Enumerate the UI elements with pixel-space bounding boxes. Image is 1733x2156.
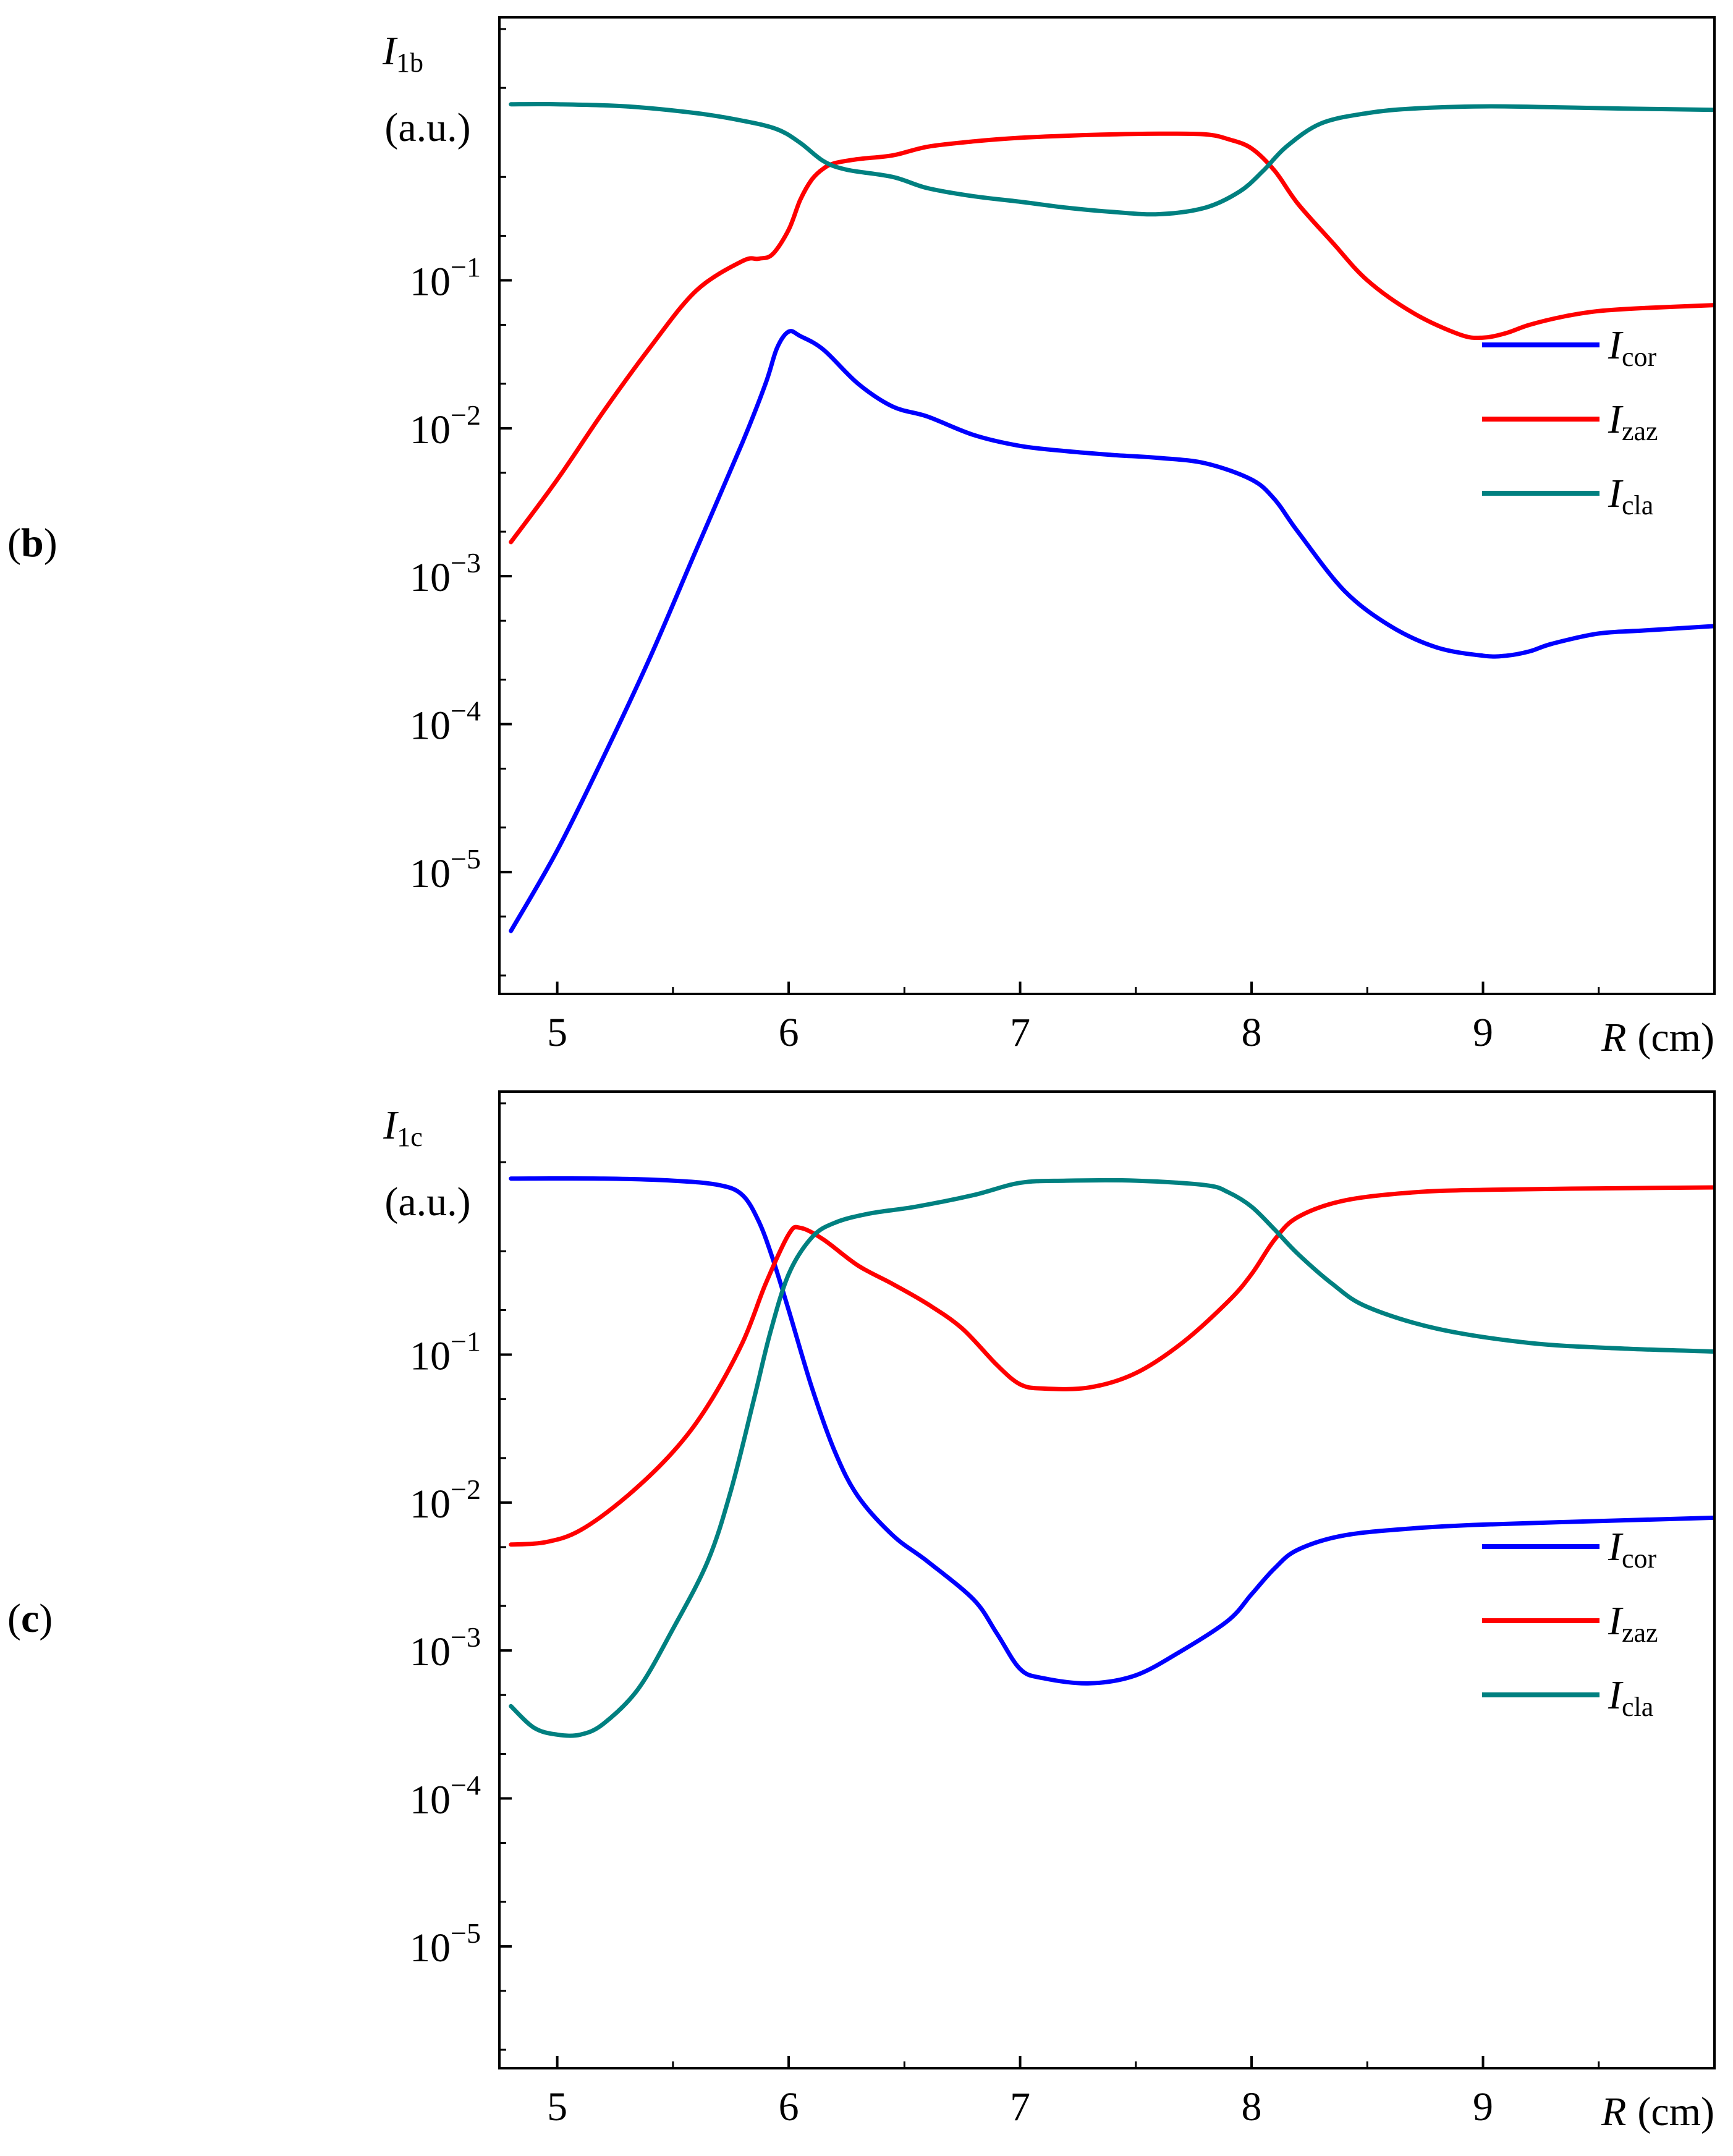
- x-ticks-c: 5 6 7 8 9: [547, 2056, 1716, 2129]
- y-axis-title-b: I1b: [382, 28, 423, 78]
- x-tick-label: 5: [547, 1010, 567, 1055]
- panel-label-c: (c): [7, 1596, 53, 1641]
- panel-label-b: (b): [7, 520, 57, 566]
- x-tick-label: 5: [547, 2084, 567, 2129]
- legend-entry-cla: Icla: [1482, 1673, 1653, 1722]
- series-line-cor: [509, 329, 1714, 933]
- x-tick-label: 6: [779, 1010, 799, 1055]
- legend-entry-cla: Icla: [1482, 471, 1653, 520]
- panel-c: (c) 10−1 10−2 10−3 10−4 10−5 5 6 7 8 9 I1c (a.u.…: [7, 1090, 1716, 2134]
- legend-entry-cor: Icor: [1482, 1524, 1657, 1574]
- legend-entry-zaz: Izaz: [1482, 1598, 1658, 1648]
- x-tick-label: 8: [1242, 2084, 1262, 2129]
- y-ticks-c: 10−1 10−2 10−3 10−4 10−5: [410, 1102, 512, 2051]
- y-axis-unit-b: (a.u.): [384, 105, 470, 150]
- series-line-zaz: [509, 131, 1714, 545]
- y-tick-label: 10−1: [410, 1326, 481, 1379]
- x-tick-label: 7: [1010, 1010, 1030, 1055]
- y-tick-label: 10−4: [410, 1770, 481, 1823]
- series-line-cla: [509, 101, 1714, 217]
- legend-label-cor: Icor: [1608, 323, 1657, 372]
- x-axis-title-b: R (cm): [1601, 1015, 1714, 1060]
- series-line-cla: [509, 1178, 1714, 1738]
- legend-label-zaz: Izaz: [1608, 1598, 1658, 1648]
- x-tick-label: 7: [1010, 2084, 1030, 2129]
- y-tick-label: 10−4: [410, 695, 481, 749]
- y-axis-title-c: I1c: [383, 1103, 423, 1152]
- legend-b: Icor Izaz Icla: [1482, 323, 1658, 520]
- plot-frame-c: [498, 1090, 1716, 2069]
- series-group-c: [509, 1176, 1714, 1738]
- y-tick-label: 10−2: [410, 1474, 481, 1527]
- plot-area-c: 10−1 10−2 10−3 10−4 10−5 5 6 7 8 9: [410, 1090, 1716, 2129]
- y-ticks-b: 10−1 10−2 10−3 10−4 10−5: [410, 28, 512, 977]
- panel-b: (b) 10−1 10−2 10−3 10−4 10−5 5 6 7 8 9 I1b (a.u.…: [7, 16, 1716, 1060]
- y-tick-label: 10−2: [410, 399, 481, 452]
- legend-entry-cor: Icor: [1482, 323, 1657, 372]
- y-axis-unit-c: (a.u.): [384, 1179, 470, 1224]
- plot-frame-b: [498, 16, 1716, 995]
- legend-c: Icor Izaz Icla: [1482, 1524, 1658, 1722]
- series-line-zaz: [509, 1185, 1714, 1547]
- x-tick-label: 8: [1242, 1010, 1262, 1055]
- x-tick-label: 6: [779, 2084, 799, 2129]
- y-tick-label: 10−3: [410, 1621, 481, 1674]
- x-tick-label: 9: [1473, 1010, 1493, 1055]
- legend-label-cla: Icla: [1608, 471, 1653, 520]
- y-tick-label: 10−1: [410, 252, 481, 305]
- x-axis-title-c: R (cm): [1601, 2089, 1714, 2134]
- legend-label-cor: Icor: [1608, 1524, 1657, 1574]
- legend-label-cla: Icla: [1608, 1673, 1653, 1722]
- y-tick-label: 10−5: [410, 843, 481, 896]
- series-group-b: [509, 101, 1714, 933]
- x-tick-label: 9: [1473, 2084, 1493, 2129]
- series-line-cor: [509, 1176, 1714, 1686]
- legend-entry-zaz: Izaz: [1482, 397, 1658, 446]
- y-tick-label: 10−3: [410, 547, 481, 600]
- legend-label-zaz: Izaz: [1608, 397, 1658, 446]
- x-ticks-b: 5 6 7 8 9: [547, 982, 1716, 1055]
- plot-area-b: 10−1 10−2 10−3 10−4 10−5 5 6 7 8 9: [410, 16, 1716, 1055]
- y-tick-label: 10−5: [410, 1917, 481, 1971]
